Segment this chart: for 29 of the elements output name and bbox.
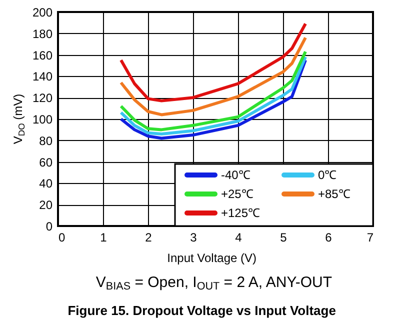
x-tick-label: 5 [280,230,288,244]
x-tick-label: 3 [190,230,198,244]
x-tick-label: 1 [100,230,108,244]
y-tick-label: 20 [39,198,53,212]
legend-label: +85℃ [318,187,350,201]
x-tick-label: 2 [145,230,152,244]
legend-label: +125℃ [221,206,260,220]
y-tick-label: 180 [32,26,53,41]
legend-label: +25℃ [221,187,254,201]
y-tick-label: 80 [39,134,53,148]
y-axis-title: VDO (mV) [11,94,27,144]
y-tick-label: 120 [32,91,53,106]
y-tick-label: 160 [32,48,53,62]
x-axis-title: Input Voltage (V) [167,251,257,265]
legend-label: 0℃ [318,168,337,182]
y-tick-label: 40 [39,176,53,191]
y-tick-label: 60 [39,155,53,170]
y-tick-label: 200 [32,6,53,20]
y-tick-label: 140 [32,70,53,84]
line-series [120,22,307,102]
x-tick-label: 7 [366,230,374,244]
y-tick-label: 0 [46,220,53,234]
y-tick-label: 100 [32,112,53,126]
x-tick-label: 0 [58,230,66,244]
legend-label: -40℃ [221,168,250,182]
x-tick-label: 6 [325,230,332,244]
x-tick-label: 4 [235,230,242,244]
line-series [120,36,307,116]
text: Figure 15. Dropout Voltage vs Input Voltage [68,303,336,318]
